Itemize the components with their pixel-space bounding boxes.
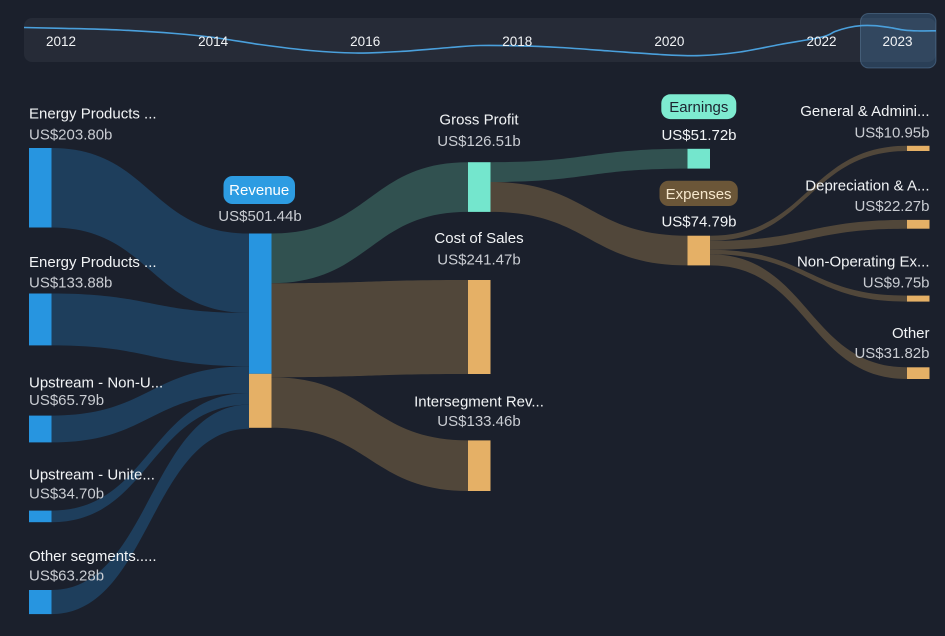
svg-text:Earnings: Earnings xyxy=(669,99,728,116)
svg-text:Intersegment Rev...: Intersegment Rev... xyxy=(414,393,544,410)
svg-text:US$51.72b: US$51.72b xyxy=(661,127,736,144)
svg-text:2014: 2014 xyxy=(198,34,229,49)
svg-text:Energy Products ...: Energy Products ... xyxy=(29,254,157,271)
svg-text:General & Admini...: General & Admini... xyxy=(800,103,929,120)
svg-text:Depreciation & A...: Depreciation & A... xyxy=(805,178,929,195)
svg-text:Expenses: Expenses xyxy=(666,186,732,203)
svg-text:Upstream - Unite...: Upstream - Unite... xyxy=(29,466,155,483)
svg-text:Other segments.....: Other segments..... xyxy=(29,548,157,565)
svg-text:US$133.88b: US$133.88b xyxy=(29,275,112,292)
svg-text:2012: 2012 xyxy=(46,34,76,49)
svg-text:US$501.44b: US$501.44b xyxy=(218,208,301,225)
svg-text:Gross Profit: Gross Profit xyxy=(439,112,519,129)
svg-text:Non-Operating Ex...: Non-Operating Ex... xyxy=(797,254,930,271)
svg-text:US$63.28b: US$63.28b xyxy=(29,567,104,584)
svg-text:2023: 2023 xyxy=(882,34,912,49)
svg-text:US$241.47b: US$241.47b xyxy=(437,251,520,268)
svg-text:US$133.46b: US$133.46b xyxy=(437,413,520,430)
svg-text:Cost of Sales: Cost of Sales xyxy=(434,230,523,247)
svg-text:Energy Products ...: Energy Products ... xyxy=(29,106,157,123)
svg-text:US$65.79b: US$65.79b xyxy=(29,392,104,409)
svg-text:Other: Other xyxy=(892,325,930,342)
svg-text:2020: 2020 xyxy=(654,34,684,49)
svg-text:2022: 2022 xyxy=(806,34,836,49)
svg-text:US$22.27b: US$22.27b xyxy=(854,198,929,215)
svg-text:US$126.51b: US$126.51b xyxy=(437,133,520,150)
svg-text:US$34.70b: US$34.70b xyxy=(29,486,104,503)
svg-text:US$31.82b: US$31.82b xyxy=(854,345,929,362)
svg-text:2016: 2016 xyxy=(350,34,380,49)
svg-text:US$74.79b: US$74.79b xyxy=(661,214,736,231)
svg-text:2018: 2018 xyxy=(502,34,532,49)
svg-text:US$9.75b: US$9.75b xyxy=(863,275,930,292)
svg-text:US$203.80b: US$203.80b xyxy=(29,127,112,144)
svg-text:US$10.95b: US$10.95b xyxy=(854,125,929,142)
svg-text:Revenue: Revenue xyxy=(229,182,289,199)
svg-text:Upstream - Non-U...: Upstream - Non-U... xyxy=(29,375,163,392)
